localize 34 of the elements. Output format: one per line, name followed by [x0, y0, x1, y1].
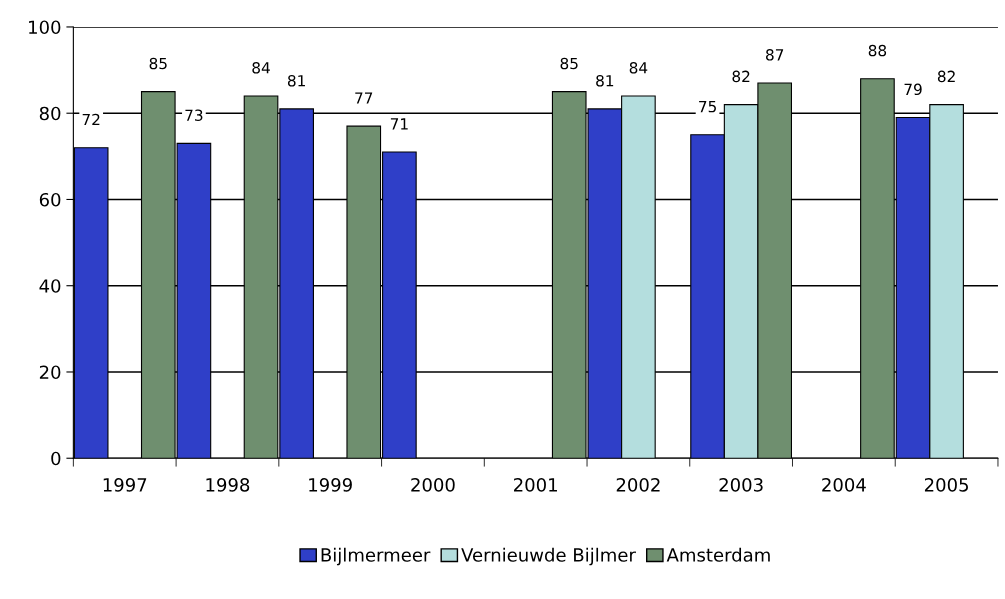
data-label: 81	[287, 74, 305, 87]
x-tick-label: 2005	[924, 478, 968, 492]
data-label: 77	[355, 92, 373, 104]
data-label: 85	[560, 57, 578, 70]
data-label: 88	[868, 44, 887, 57]
x-tick-label: 2003	[719, 478, 763, 492]
data-label: 72	[82, 113, 100, 126]
data-label: 81	[596, 74, 614, 87]
data-label: 82	[732, 70, 750, 83]
data-label: 87	[766, 49, 784, 61]
y-tick-label: 80	[39, 106, 61, 121]
x-tick-label: 2004	[822, 478, 866, 492]
legend-label: Bijlmermeer	[321, 547, 431, 566]
data-label: 84	[252, 62, 270, 74]
y-tick-label: 0	[51, 451, 61, 466]
data-label: 73	[185, 109, 203, 121]
x-tick-label: 2000	[411, 478, 455, 492]
x-tick-label: 2001	[514, 478, 557, 492]
data-label: 75	[699, 101, 716, 113]
y-tick-label: 100	[29, 20, 61, 35]
x-tick-label: 1999	[309, 478, 352, 492]
data-label: 71	[390, 118, 408, 130]
legend-label: Vernieuwde Bijlmer	[461, 547, 636, 566]
legend-label: Amsterdam	[666, 547, 770, 562]
x-tick-label: 1998	[206, 478, 250, 492]
data-label: 84	[629, 62, 648, 74]
data-label: 82	[937, 70, 955, 83]
x-tick-label: 1997	[103, 478, 147, 492]
data-label: 79	[904, 83, 922, 96]
y-tick-label: 20	[39, 365, 61, 380]
y-tick-label: 40	[39, 279, 61, 293]
data-label: 85	[149, 57, 167, 70]
y-tick-label: 60	[39, 192, 61, 207]
x-tick-label: 2002	[616, 478, 660, 492]
